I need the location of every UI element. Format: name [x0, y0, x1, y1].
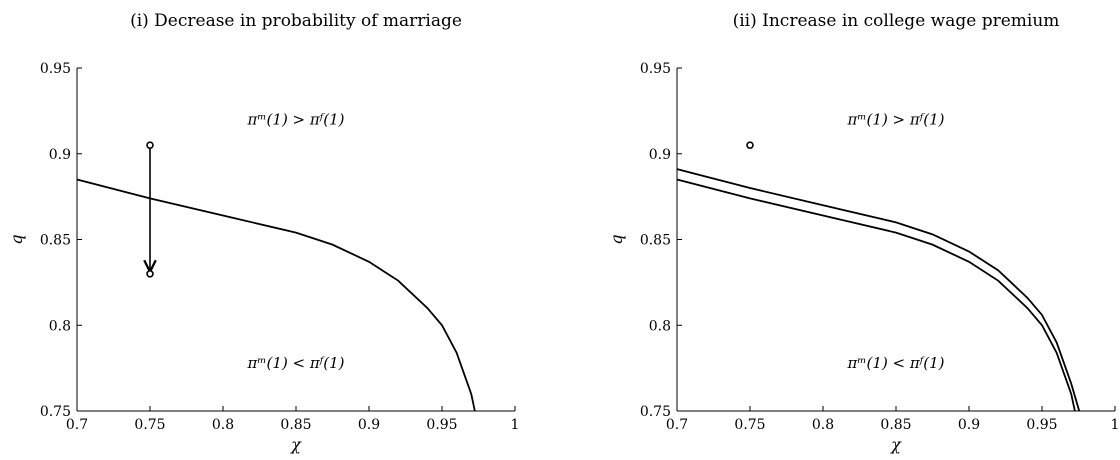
y-tick-label: 0.9: [49, 147, 71, 163]
x-axis-label: χ: [890, 435, 902, 454]
chart-panel-2: (ii) Increase in college wage premium 0.7…: [607, 11, 1119, 454]
x-tick-label: 0.85: [880, 417, 911, 433]
threshold-curve-2: [676, 168, 1081, 412]
x-tick-label: 0.8: [212, 417, 234, 433]
x-tick-label: 0.95: [1026, 417, 1057, 433]
y-tick-label: 0.85: [640, 233, 671, 249]
y-tick-label: 0.75: [40, 404, 71, 420]
x-tick-label: 0.7: [666, 417, 688, 433]
x-tick-label: 1: [1111, 417, 1120, 433]
threshold-curve-1: [76, 178, 476, 412]
region-annotation: πᵐ(1) > πᶠ(1): [246, 110, 344, 128]
y-axis-label: q: [607, 234, 626, 244]
y-tick-label: 0.75: [640, 404, 671, 420]
threshold-curve-1: [676, 178, 1076, 412]
region-annotation: πᵐ(1) > πᶠ(1): [846, 110, 944, 128]
x-tick-label: 0.75: [134, 417, 165, 433]
y-axis-label: q: [7, 234, 26, 244]
x-tick-label: 0.7: [66, 417, 88, 433]
data-point-marker: [746, 141, 754, 149]
data-point-marker: [146, 141, 154, 149]
x-tick-label: 0.75: [734, 417, 765, 433]
chart-title: (ii) Increase in college wage premium: [733, 11, 1060, 31]
x-tick-label: 0.8: [812, 417, 834, 433]
x-tick-label: 1: [511, 417, 520, 433]
region-annotation: πᵐ(1) < πᶠ(1): [246, 354, 344, 372]
y-tick-label: 0.95: [640, 61, 671, 77]
chart-title: (i) Decrease in probability of marriage: [130, 11, 462, 31]
y-tick-label: 0.8: [649, 318, 671, 334]
region-annotation: πᵐ(1) < πᶠ(1): [846, 354, 944, 372]
x-tick-label: 0.9: [358, 417, 380, 433]
y-tick-label: 0.9: [649, 147, 671, 163]
data-point-marker: [146, 269, 154, 278]
y-tick-label: 0.95: [40, 61, 71, 77]
x-tick-label: 0.95: [426, 417, 457, 433]
x-axis-label: χ: [290, 435, 302, 454]
chart-panel-1: (i) Decrease in probability of marriage 0…: [7, 11, 519, 454]
x-tick-label: 0.9: [958, 417, 980, 433]
x-tick-label: 0.85: [280, 417, 311, 433]
y-tick-label: 0.85: [40, 233, 71, 249]
y-tick-label: 0.8: [49, 318, 71, 334]
